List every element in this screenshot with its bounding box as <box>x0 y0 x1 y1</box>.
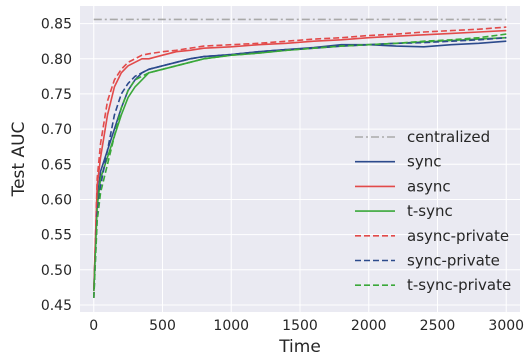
series-line-t-sync-private <box>93 33 507 298</box>
y-tick-labels: 0.45 0.50 0.55 0.60 0.65 0.70 0.75 0.80 0.85 <box>41 17 72 314</box>
legend-label-sync-private: sync-private <box>407 252 500 270</box>
legend-label-t-sync: t-sync <box>407 202 453 220</box>
series-line-async <box>93 29 507 291</box>
y-tick-label: 0.45 <box>41 298 72 314</box>
legend-label-t-sync-private: t-sync-private <box>407 276 511 294</box>
x-tick-label: 3000 <box>488 318 524 334</box>
x-tick-label: 500 <box>149 318 176 334</box>
y-axis-label: Test AUC <box>9 122 29 198</box>
x-tick-labels: 0 500 1000 1500 2000 2500 3000 <box>89 318 524 334</box>
x-tick-label: 2000 <box>351 318 387 334</box>
x-tick-label: 0 <box>89 318 98 334</box>
y-tick-label: 0.75 <box>41 87 72 103</box>
legend-label-sync: sync <box>407 153 441 171</box>
series-line-sync-private <box>93 36 507 298</box>
x-tick-label: 1500 <box>282 318 318 334</box>
x-tick-label: 2500 <box>420 318 456 334</box>
x-axis-label: Time <box>278 337 321 357</box>
y-tick-label: 0.60 <box>41 192 72 208</box>
y-tick-label: 0.85 <box>41 17 72 33</box>
series-line-sync <box>93 40 507 291</box>
series-line-async-private <box>93 26 507 298</box>
series-lines <box>93 18 507 298</box>
legend-label-centralized: centralized <box>407 128 490 146</box>
legend-label-async-private: async-private <box>407 227 509 245</box>
y-tick-label: 0.55 <box>41 228 72 244</box>
y-tick-label: 0.65 <box>41 157 72 173</box>
grid-lines <box>80 6 520 312</box>
legend-label-async: async <box>407 177 451 195</box>
y-tick-label: 0.70 <box>41 122 72 138</box>
legend: centralized sync async t-sync async-private s… <box>355 128 511 294</box>
x-tick-label: 1000 <box>213 318 249 334</box>
y-tick-label: 0.80 <box>41 52 72 68</box>
y-tick-label: 0.50 <box>41 263 72 279</box>
